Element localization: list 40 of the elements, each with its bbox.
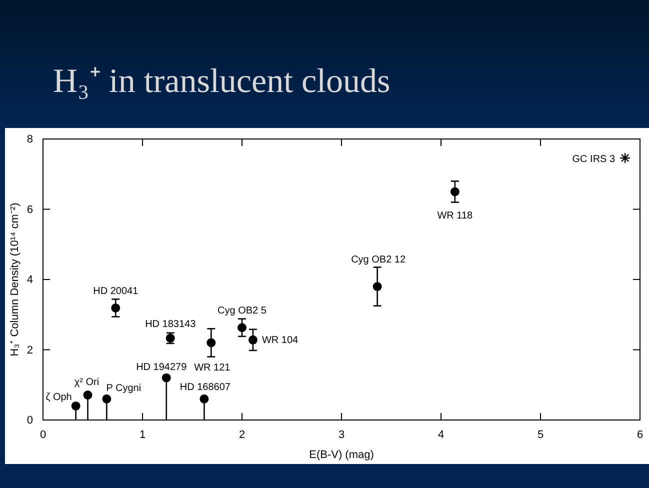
point — [206, 338, 216, 348]
y-tick-label: 4 — [26, 274, 33, 286]
annotation: HD 168607 — [180, 382, 231, 393]
annotation: HD 194279 — [136, 362, 188, 373]
y-axis-title: H₃⁺ Column Density (10¹⁴ cm⁻²) — [9, 202, 21, 356]
annotation: WR 104 — [262, 334, 299, 346]
annotation: HD 20041 — [93, 286, 139, 297]
point — [83, 390, 92, 400]
annotation: ζ Oph — [46, 392, 72, 403]
annotation: P Cygni — [106, 382, 142, 394]
point — [102, 394, 112, 404]
y-tick-label: 6 — [26, 204, 33, 216]
y-tick-label: 0 — [26, 414, 33, 427]
x-tick-label: 0 — [40, 428, 46, 441]
annotation: Cyg OB2 5 — [218, 306, 267, 317]
x-tick-label: 3 — [338, 428, 345, 441]
point — [162, 373, 171, 382]
point — [238, 323, 246, 332]
chart-title: H₃⁺ in translucent clouds — [53, 63, 390, 100]
annotation: WR 118 — [437, 210, 474, 222]
point — [248, 335, 258, 344]
annotation: Cyg OB2 12 — [351, 254, 406, 266]
point — [111, 303, 120, 312]
annotation: GC IRS 3 — [572, 154, 616, 165]
x-tick-label: 4 — [438, 428, 444, 441]
point — [372, 282, 382, 292]
point — [619, 152, 631, 164]
x-tick-label: 2 — [238, 428, 246, 441]
point — [200, 394, 209, 404]
y-tick-label: 2 — [26, 344, 33, 356]
x-tick-label: 1 — [139, 428, 146, 441]
point — [450, 187, 460, 196]
annotation: χ² Ori — [74, 377, 100, 388]
x-tick-label: 6 — [636, 428, 644, 441]
point — [71, 401, 80, 410]
y-tick-label: 8 — [26, 134, 33, 146]
x-tick-label: 5 — [537, 428, 544, 441]
x-axis-title: E(B-V) (mag) — [309, 449, 374, 461]
annotation: HD 183143 — [145, 319, 196, 330]
annotation: WR 121 — [194, 362, 231, 374]
